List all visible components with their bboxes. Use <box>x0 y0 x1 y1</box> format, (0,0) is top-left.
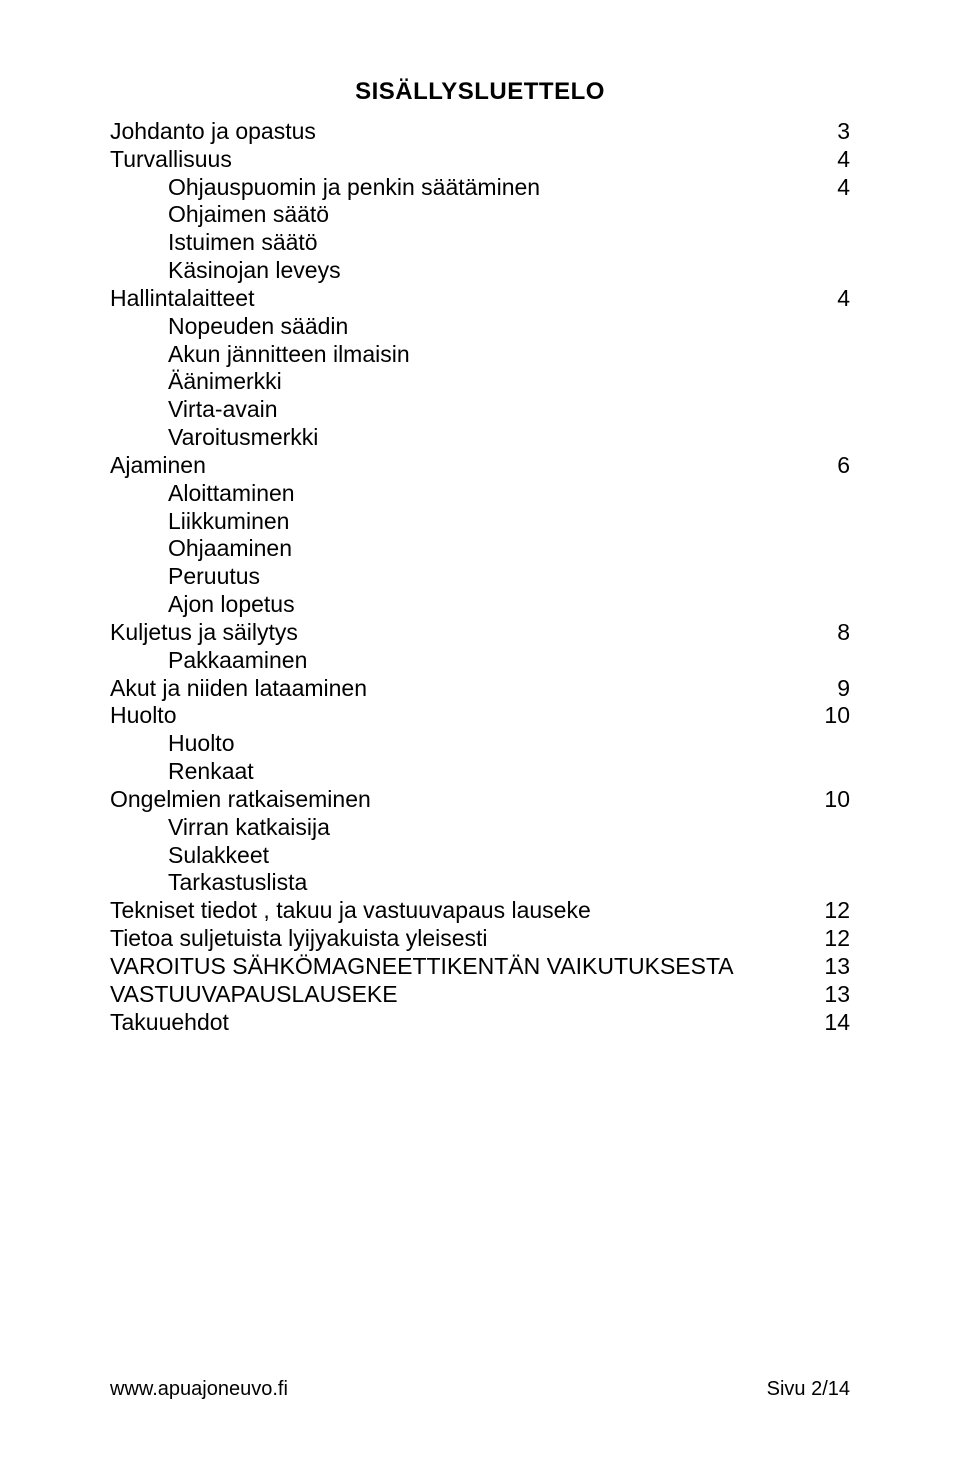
toc-row: Ohjaimen säätö <box>110 201 850 229</box>
toc-row: Akun jännitteen ilmaisin <box>110 341 850 369</box>
table-of-contents: Johdanto ja opastus3Turvallisuus4Ohjausp… <box>110 118 850 1036</box>
toc-row: Ajaminen6 <box>110 452 850 480</box>
toc-entry-label: Takuuehdot <box>110 1009 790 1037</box>
toc-entry-page: 4 <box>790 285 850 313</box>
toc-row: Tarkastuslista <box>110 869 850 897</box>
toc-row: VASTUUVAPAUSLAUSEKE13 <box>110 981 850 1009</box>
toc-entry-label: VAROITUS SÄHKÖMAGNEETTIKENTÄN VAIKUTUKSE… <box>110 953 790 981</box>
toc-entry-label: Huolto <box>110 702 790 730</box>
toc-entry-label: Tietoa suljetuista lyijyakuista yleisest… <box>110 925 790 953</box>
toc-row: Ohjaaminen <box>110 535 850 563</box>
toc-entry-page: 3 <box>790 118 850 146</box>
toc-row: Akut ja niiden lataaminen9 <box>110 675 850 703</box>
toc-subentry-label: Tarkastuslista <box>110 869 790 897</box>
footer-url: www.apuajoneuvo.fi <box>110 1378 288 1401</box>
toc-entry-label: Akut ja niiden lataaminen <box>110 675 790 703</box>
toc-entry-label: Hallintalaitteet <box>110 285 790 313</box>
toc-subentry-label: Renkaat <box>110 758 790 786</box>
toc-subentry-label: Istuimen säätö <box>110 229 790 257</box>
toc-row: Ohjauspuomin ja penkin säätäminen4 <box>110 174 850 202</box>
footer-page-number: Sivu 2/14 <box>767 1378 850 1401</box>
toc-subentry-label: Ajon lopetus <box>110 591 790 619</box>
toc-row: Kuljetus ja säilytys8 <box>110 619 850 647</box>
toc-row: Varoitusmerkki <box>110 424 850 452</box>
toc-row: Turvallisuus4 <box>110 146 850 174</box>
toc-row: Nopeuden säädin <box>110 313 850 341</box>
page-title: SISÄLLYSLUETTELO <box>110 78 850 106</box>
toc-subentry-label: Ohjaaminen <box>110 535 790 563</box>
toc-row: Sulakkeet <box>110 842 850 870</box>
toc-row: Virran katkaisija <box>110 814 850 842</box>
toc-row: Pakkaaminen <box>110 647 850 675</box>
toc-entry-label: Kuljetus ja säilytys <box>110 619 790 647</box>
toc-subentry-label: Aloittaminen <box>110 480 790 508</box>
toc-entry-page: 4 <box>790 174 850 202</box>
toc-entry-label: Turvallisuus <box>110 146 790 174</box>
toc-subentry-label: Käsinojan leveys <box>110 257 790 285</box>
toc-row: Johdanto ja opastus3 <box>110 118 850 146</box>
toc-row: Istuimen säätö <box>110 229 850 257</box>
toc-row: Renkaat <box>110 758 850 786</box>
toc-subentry-label: Huolto <box>110 730 790 758</box>
toc-subentry-label: Virran katkaisija <box>110 814 790 842</box>
toc-entry-page: 6 <box>790 452 850 480</box>
toc-entry-page: 12 <box>790 897 850 925</box>
toc-entry-page: 4 <box>790 146 850 174</box>
toc-row: Käsinojan leveys <box>110 257 850 285</box>
toc-entry-page: 9 <box>790 675 850 703</box>
toc-entry-label: Ajaminen <box>110 452 790 480</box>
toc-subentry-label: Ohjauspuomin ja penkin säätäminen <box>110 174 790 202</box>
toc-subentry-label: Nopeuden säädin <box>110 313 790 341</box>
toc-row: Takuuehdot14 <box>110 1009 850 1037</box>
toc-subentry-label: Sulakkeet <box>110 842 790 870</box>
toc-subentry-label: Ohjaimen säätö <box>110 201 790 229</box>
toc-row: Liikkuminen <box>110 508 850 536</box>
toc-entry-page: 13 <box>790 981 850 1009</box>
toc-subentry-label: Varoitusmerkki <box>110 424 790 452</box>
toc-row: Aloittaminen <box>110 480 850 508</box>
toc-row: Huolto <box>110 730 850 758</box>
toc-row: Peruutus <box>110 563 850 591</box>
toc-row: Virta-avain <box>110 396 850 424</box>
toc-subentry-label: Pakkaaminen <box>110 647 790 675</box>
toc-entry-page: 12 <box>790 925 850 953</box>
toc-subentry-label: Äänimerkki <box>110 368 790 396</box>
toc-subentry-label: Peruutus <box>110 563 790 591</box>
toc-entry-label: VASTUUVAPAUSLAUSEKE <box>110 981 790 1009</box>
toc-entry-page: 14 <box>790 1009 850 1037</box>
toc-entry-page: 13 <box>790 953 850 981</box>
toc-entry-label: Ongelmien ratkaiseminen <box>110 786 790 814</box>
toc-subentry-label: Liikkuminen <box>110 508 790 536</box>
toc-entry-label: Johdanto ja opastus <box>110 118 790 146</box>
toc-entry-page: 10 <box>790 786 850 814</box>
toc-row: Hallintalaitteet4 <box>110 285 850 313</box>
toc-entry-page: 10 <box>790 702 850 730</box>
toc-row: Ongelmien ratkaiseminen10 <box>110 786 850 814</box>
toc-subentry-label: Akun jännitteen ilmaisin <box>110 341 790 369</box>
toc-row: Ajon lopetus <box>110 591 850 619</box>
page-footer: www.apuajoneuvo.fi Sivu 2/14 <box>110 1378 850 1401</box>
toc-row: Huolto10 <box>110 702 850 730</box>
toc-row: Tekniset tiedot , takuu ja vastuuvapaus … <box>110 897 850 925</box>
toc-row: Äänimerkki <box>110 368 850 396</box>
toc-row: Tietoa suljetuista lyijyakuista yleisest… <box>110 925 850 953</box>
toc-entry-page: 8 <box>790 619 850 647</box>
toc-subentry-label: Virta-avain <box>110 396 790 424</box>
toc-row: VAROITUS SÄHKÖMAGNEETTIKENTÄN VAIKUTUKSE… <box>110 953 850 981</box>
toc-entry-label: Tekniset tiedot , takuu ja vastuuvapaus … <box>110 897 790 925</box>
